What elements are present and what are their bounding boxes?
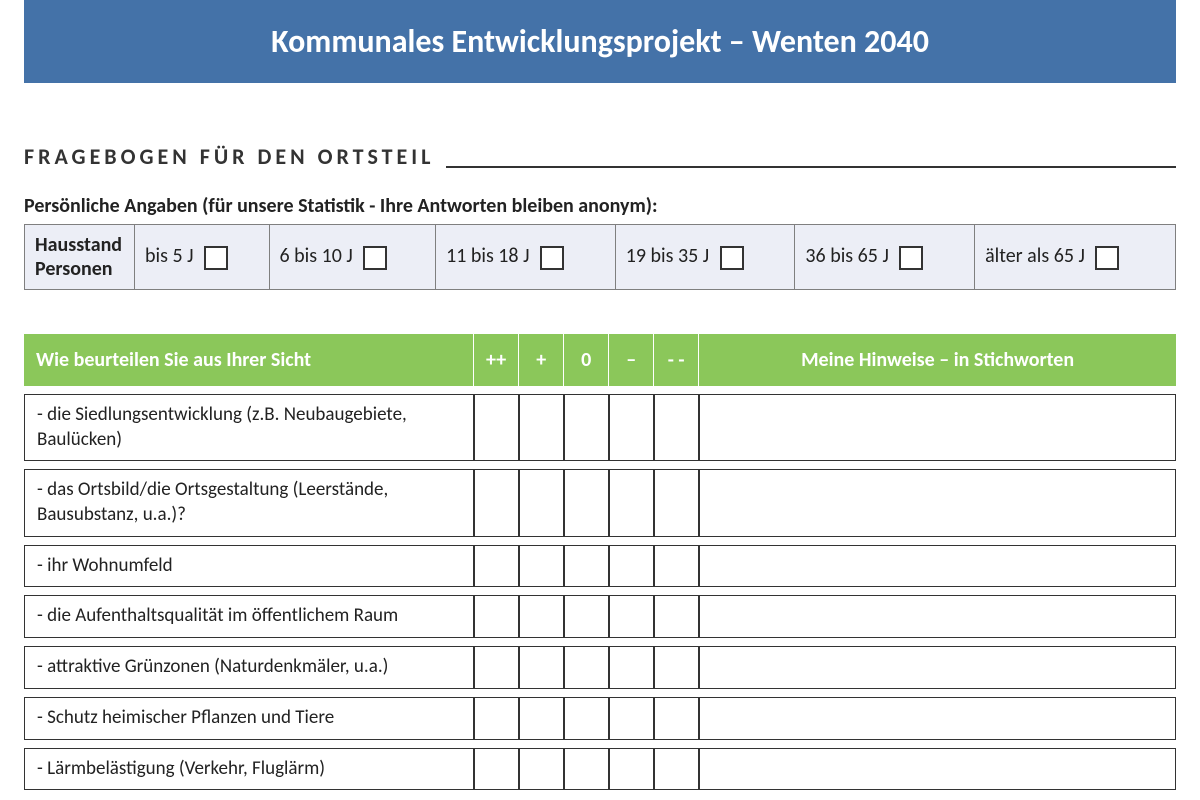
eval-cell-0-p[interactable]: [519, 394, 564, 461]
eval-row-4: - attraktive Grünzonen (Naturdenkmäler, …: [24, 646, 1176, 689]
ortsteil-input-line[interactable]: [446, 166, 1176, 168]
age-checkbox-5[interactable]: [1095, 246, 1119, 270]
eval-question-5: - Schutz heimischer Pflanzen und Tiere: [24, 697, 474, 740]
eval-header-rating-2: 0: [564, 334, 609, 386]
age-option-5: älter als 65 J: [975, 225, 1176, 290]
eval-header-rating-4: - -: [654, 334, 699, 386]
eval-cell-6-pp[interactable]: [474, 748, 519, 791]
eval-cell-0-mm[interactable]: [654, 394, 699, 461]
eval-cell-4-m[interactable]: [609, 646, 654, 689]
eval-notes-4[interactable]: [699, 646, 1176, 689]
eval-question-2: - ihr Wohnumfeld: [24, 545, 474, 588]
eval-cell-5-m[interactable]: [609, 697, 654, 740]
age-checkbox-0[interactable]: [204, 246, 228, 270]
eval-header-notes: Meine Hinweise – in Stichworten: [699, 334, 1176, 386]
eval-row-1: - das Ortsbild/die Ortsgestaltung (Leers…: [24, 469, 1176, 536]
eval-cell-4-p[interactable]: [519, 646, 564, 689]
eval-cell-5-p[interactable]: [519, 697, 564, 740]
header-banner: Kommunales Entwicklungsprojekt – Wenten …: [24, 0, 1176, 83]
eval-header-rating-0: ++: [474, 334, 519, 386]
eval-cell-3-mm[interactable]: [654, 595, 699, 638]
header-title: Kommunales Entwicklungsprojekt – Wenten …: [271, 22, 929, 61]
age-option-2: 11 bis 18 J: [436, 225, 616, 290]
eval-cell-4-pp[interactable]: [474, 646, 519, 689]
evaluation-table: Wie beurteilen Sie aus Ihrer Sicht ++ + …: [24, 326, 1176, 798]
age-checkbox-4[interactable]: [899, 246, 923, 270]
eval-header-row: Wie beurteilen Sie aus Ihrer Sicht ++ + …: [24, 334, 1176, 386]
eval-cell-5-mm[interactable]: [654, 697, 699, 740]
eval-cell-3-m[interactable]: [609, 595, 654, 638]
eval-notes-6[interactable]: [699, 748, 1176, 791]
eval-cell-2-p[interactable]: [519, 545, 564, 588]
eval-cell-2-0[interactable]: [564, 545, 609, 588]
eval-question-1: - das Ortsbild/die Ortsgestaltung (Leers…: [24, 469, 474, 536]
age-checkbox-1[interactable]: [363, 246, 387, 270]
eval-cell-6-0[interactable]: [564, 748, 609, 791]
age-checkbox-2[interactable]: [540, 246, 564, 270]
eval-cell-3-p[interactable]: [519, 595, 564, 638]
eval-notes-3[interactable]: [699, 595, 1176, 638]
personal-table: Hausstand Personen bis 5 J 6 bis 10 J 11…: [24, 224, 1176, 290]
eval-cell-6-p[interactable]: [519, 748, 564, 791]
age-option-0: bis 5 J: [135, 225, 270, 290]
eval-header-rating-3: –: [609, 334, 654, 386]
eval-cell-3-0[interactable]: [564, 595, 609, 638]
eval-cell-0-0[interactable]: [564, 394, 609, 461]
eval-cell-1-m[interactable]: [609, 469, 654, 536]
eval-cell-0-m[interactable]: [609, 394, 654, 461]
eval-cell-5-0[interactable]: [564, 697, 609, 740]
section-title-row: FRAGEBOGEN FÜR DEN ORTSTEIL: [24, 143, 1176, 170]
age-option-1: 6 bis 10 J: [269, 225, 436, 290]
eval-notes-2[interactable]: [699, 545, 1176, 588]
eval-row-2: - ihr Wohnumfeld: [24, 545, 1176, 588]
eval-cell-3-pp[interactable]: [474, 595, 519, 638]
eval-cell-2-m[interactable]: [609, 545, 654, 588]
eval-row-6: - Lärmbelästigung (Verkehr, Fluglärm): [24, 748, 1176, 791]
eval-notes-1[interactable]: [699, 469, 1176, 536]
personal-row-label: Hausstand Personen: [25, 225, 135, 290]
eval-cell-0-pp[interactable]: [474, 394, 519, 461]
eval-cell-6-m[interactable]: [609, 748, 654, 791]
eval-cell-6-mm[interactable]: [654, 748, 699, 791]
eval-cell-1-0[interactable]: [564, 469, 609, 536]
eval-cell-2-pp[interactable]: [474, 545, 519, 588]
eval-notes-5[interactable]: [699, 697, 1176, 740]
eval-cell-5-pp[interactable]: [474, 697, 519, 740]
eval-row-3: - die Aufenthaltsqualität im öffentliche…: [24, 595, 1176, 638]
eval-row-5: - Schutz heimischer Pflanzen und Tiere: [24, 697, 1176, 740]
eval-row-0: - die Siedlungsentwicklung (z.B. Neubaug…: [24, 394, 1176, 461]
section-title: FRAGEBOGEN FÜR DEN ORTSTEIL: [24, 143, 434, 170]
personal-row: Hausstand Personen bis 5 J 6 bis 10 J 11…: [25, 225, 1176, 290]
eval-cell-4-mm[interactable]: [654, 646, 699, 689]
eval-question-0: - die Siedlungsentwicklung (z.B. Neubaug…: [24, 394, 474, 461]
eval-cell-1-p[interactable]: [519, 469, 564, 536]
personal-subtitle: Persönliche Angaben (für unsere Statisti…: [24, 194, 1176, 218]
eval-question-6: - Lärmbelästigung (Verkehr, Fluglärm): [24, 748, 474, 791]
eval-cell-4-0[interactable]: [564, 646, 609, 689]
eval-notes-0[interactable]: [699, 394, 1176, 461]
eval-question-3: - die Aufenthaltsqualität im öffentliche…: [24, 595, 474, 638]
eval-cell-2-mm[interactable]: [654, 545, 699, 588]
eval-header-rating-1: +: [519, 334, 564, 386]
eval-cell-1-pp[interactable]: [474, 469, 519, 536]
age-option-3: 19 bis 35 J: [615, 225, 795, 290]
eval-header-question: Wie beurteilen Sie aus Ihrer Sicht: [24, 334, 474, 386]
eval-question-4: - attraktive Grünzonen (Naturdenkmäler, …: [24, 646, 474, 689]
eval-cell-1-mm[interactable]: [654, 469, 699, 536]
form-content: FRAGEBOGEN FÜR DEN ORTSTEIL Persönliche …: [0, 143, 1200, 798]
age-option-4: 36 bis 65 J: [795, 225, 975, 290]
age-checkbox-3[interactable]: [720, 246, 744, 270]
